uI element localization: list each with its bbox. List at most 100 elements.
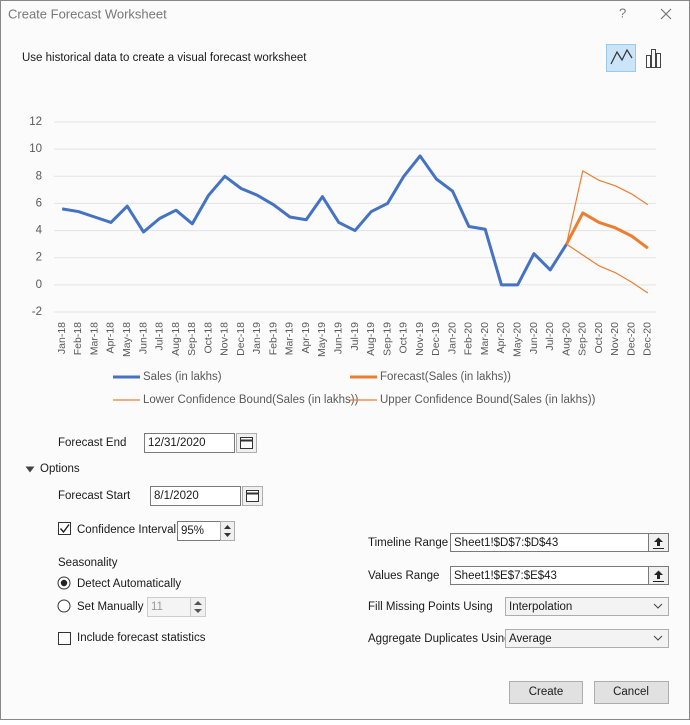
fill-select[interactable] (505, 597, 669, 616)
check-mark (59, 524, 70, 534)
forecast-start-value: 8/1/2020 (154, 490, 199, 502)
x-tick-label: Dec-19 (430, 322, 442, 356)
y-tick-label: 6 (36, 197, 42, 209)
create-button[interactable] (509, 681, 583, 704)
legend-label: Forecast(Sales (in lakhs)) (380, 371, 511, 383)
aggregate-select[interactable] (505, 629, 669, 648)
statistics-label[interactable]: Include forecast statistics (77, 632, 206, 644)
help-button[interactable]: ? (619, 5, 626, 20)
fill-label: Fill Missing Points Using (368, 601, 493, 613)
y-tick-label: 2 (36, 252, 42, 264)
forecast-end-label: Forecast End (58, 437, 126, 449)
x-tick-label: Sep-19 (381, 322, 393, 356)
manual-radio[interactable] (57, 599, 71, 613)
x-tick-label: Jul-18 (154, 322, 166, 351)
description: Use historical data to create a visual f… (22, 52, 307, 64)
series-line (61, 154, 568, 287)
confidence-spinner[interactable] (220, 521, 235, 541)
fill-value: Interpolation (509, 601, 572, 613)
x-tick-label: Jan-20 (446, 322, 458, 354)
x-tick-label: Oct-19 (398, 322, 410, 354)
x-tick-label: Dec-20 (625, 322, 637, 356)
timeline-value: Sheet1!$D$7:$D$43 (454, 537, 558, 549)
line-chart-toggle[interactable] (606, 44, 636, 72)
close-button[interactable] (660, 8, 672, 20)
x-tick-label: Apr-19 (300, 322, 312, 354)
values-range-label: Values Range (368, 570, 439, 582)
detect-label[interactable]: Detect Automatically (77, 578, 181, 590)
manual-spinner[interactable] (190, 597, 206, 617)
x-tick-label: Sep-20 (577, 322, 589, 356)
aggregate-value: Average (509, 633, 552, 645)
forecast-start-input[interactable] (150, 486, 241, 506)
cancel-button[interactable] (594, 681, 669, 704)
values-range-value: Sheet1!$E$7:$E$43 (454, 570, 557, 582)
y-tick-label: 10 (29, 143, 42, 155)
calendar-button[interactable] (242, 486, 263, 506)
x-tick-label: Jun-18 (137, 322, 149, 354)
x-tick-label: Feb-19 (267, 322, 279, 355)
statistics-checkbox[interactable] (58, 632, 71, 645)
x-tick-label: May-20 (511, 322, 523, 357)
x-tick-label: Nov-18 (219, 322, 231, 356)
x-tick-label: Nov-19 (414, 322, 426, 356)
forecast-start-label: Forecast Start (58, 490, 131, 502)
confidence-label[interactable]: Confidence Interval (77, 524, 176, 536)
manual-label[interactable]: Set Manually (77, 601, 144, 613)
y-tick-label: 0 (36, 279, 42, 291)
legend-label: Sales (in lakhs) (143, 371, 222, 383)
column-chart-toggle[interactable] (646, 49, 661, 68)
seasonality-label: Seasonality (58, 557, 118, 569)
range-picker[interactable] (648, 566, 669, 585)
series-line (565, 211, 649, 250)
dropdown-arrow (653, 603, 663, 609)
aggregate-label: Aggregate Duplicates Using (368, 633, 511, 645)
x-tick-label: Jan-19 (251, 322, 263, 354)
x-tick-label: Dec-20 (642, 322, 654, 356)
x-tick-label: Apr-20 (495, 322, 507, 354)
y-tick-label: 8 (36, 170, 42, 182)
x-tick-label: Jul-19 (349, 322, 361, 351)
x-tick-label: Jun-20 (528, 322, 540, 354)
x-tick-label: Oct-18 (202, 322, 214, 354)
x-tick-label: Jan-18 (56, 322, 68, 354)
x-tick-label: Aug-20 (560, 322, 572, 356)
calendar-button[interactable] (236, 433, 257, 453)
x-tick-label: Feb-20 (463, 322, 475, 355)
x-tick-label: Feb-18 (72, 322, 84, 355)
x-tick-label: Jun-19 (333, 322, 345, 354)
range-picker[interactable] (648, 533, 669, 552)
series-line (565, 170, 649, 245)
dialog-title: Create Forecast Worksheet (8, 6, 167, 21)
options-label[interactable]: Options (40, 463, 80, 475)
forecast-end-value: 12/31/2020 (148, 437, 206, 449)
x-tick-label: May-19 (316, 322, 328, 357)
options-toggle[interactable] (25, 466, 35, 473)
dropdown-arrow (653, 635, 663, 641)
legend-label: Lower Confidence Bound(Sales (in lakhs)) (143, 394, 359, 406)
x-tick-label: Mar-20 (479, 322, 491, 355)
x-tick-label: Aug-18 (170, 322, 182, 356)
y-tick-label: 4 (36, 225, 43, 237)
manual-value: 11 (151, 601, 163, 613)
legend-label: Upper Confidence Bound(Sales (in lakhs)) (380, 394, 596, 406)
x-tick-label: Aug-19 (365, 322, 377, 356)
x-tick-label: May-18 (121, 322, 133, 357)
timeline-label: Timeline Range (368, 537, 448, 549)
y-tick-label: 12 (29, 116, 42, 128)
forecast-chart: -2 0 2 4 6 8 10 12 Jan-18 Feb-18 Mar-18 Apr-18 May-1… (29, 116, 656, 406)
x-tick-label: Oct-20 (593, 322, 605, 354)
x-tick-label: Mar-18 (88, 322, 100, 355)
x-tick-label: Nov-20 (609, 322, 621, 356)
x-tick-label: Dec-18 (235, 322, 247, 356)
forecast-end-input[interactable] (144, 433, 235, 453)
confidence-value: 95% (181, 525, 204, 537)
x-tick-label: Apr-18 (105, 322, 117, 354)
y-tick-label: -2 (32, 306, 42, 318)
series-line (566, 243, 649, 294)
cancel-text: Cancel (613, 686, 649, 698)
create-text: Create (529, 686, 564, 698)
x-tick-label: Sep-18 (186, 322, 198, 356)
radio-dot (60, 579, 68, 587)
